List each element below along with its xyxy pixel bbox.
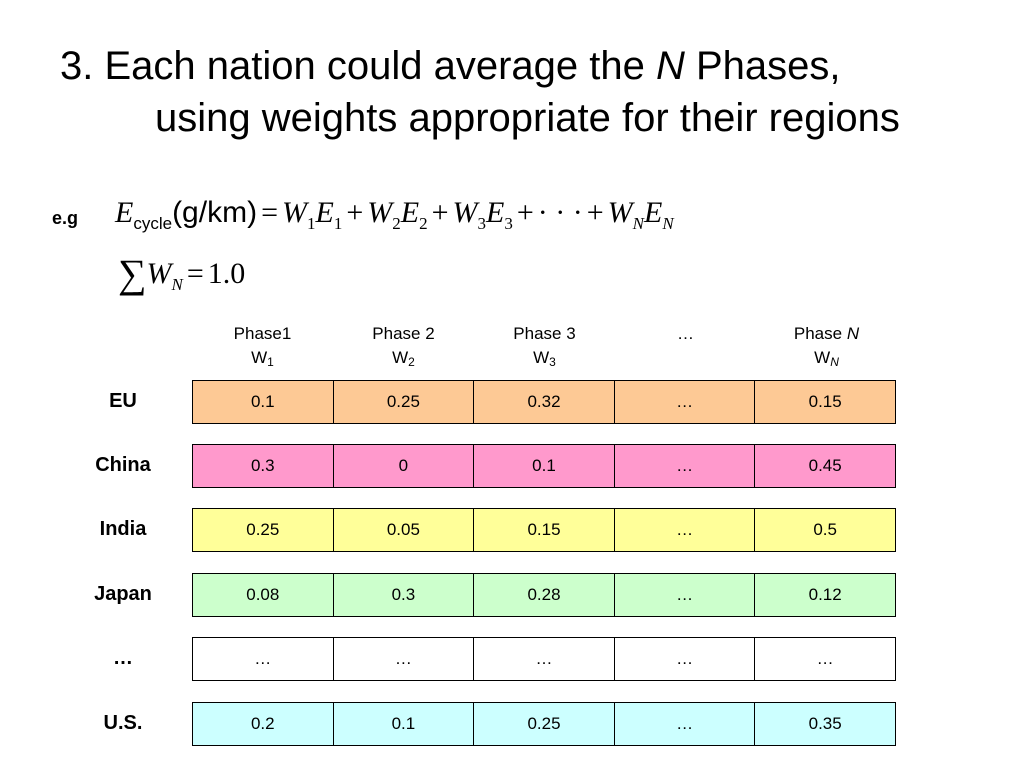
- table-row-japan: 0.08 0.3 0.28… 0.12: [192, 573, 896, 617]
- table-cell: 0.32: [473, 381, 614, 423]
- table-cell: …: [613, 574, 755, 616]
- column-header-phase-2: Phase 2 W2: [372, 324, 435, 369]
- table-cell: 0.15: [754, 381, 895, 423]
- table-row-eu: 0.1 0.25 0.32… 0.15: [192, 380, 896, 424]
- row-label-ellipsis: …: [113, 647, 133, 669]
- table-row-ellipsis: ……………: [192, 637, 896, 681]
- table-cell: 0: [332, 445, 474, 487]
- title-variable: N: [655, 44, 685, 88]
- title-line-1: 3. Each nation could average the N Phase…: [60, 44, 841, 88]
- table-row-u-s: 0.2 0.1 0.25… 0.35: [192, 702, 896, 746]
- table-cell: 0.3: [332, 574, 474, 616]
- table-cell: 0.28: [473, 574, 614, 616]
- table-cell: …: [473, 638, 614, 680]
- row-label-japan: Japan: [94, 583, 152, 605]
- table-cell: …: [754, 638, 895, 680]
- table-cell: …: [332, 638, 474, 680]
- table-cell: …: [613, 509, 755, 551]
- table-row-india: 0.25 0.05 0.15… 0.5: [192, 508, 896, 552]
- table-cell: …: [613, 445, 755, 487]
- row-label-india: India: [99, 518, 147, 540]
- table-row-china: 0.3 0 0.1… 0.45: [192, 444, 896, 488]
- table-cell: 0.45: [754, 445, 895, 487]
- column-header-phase-n: Phase N WN: [793, 324, 860, 369]
- table-cell: 0.2: [250, 714, 275, 733]
- row-label-china: China: [95, 454, 151, 476]
- table-cell: 0.3: [250, 456, 275, 475]
- table-cell: 0.25: [332, 381, 474, 423]
- title-line-2: using weights appropriate for their regi…: [155, 96, 900, 140]
- row-label-eu: EU: [109, 390, 137, 412]
- table-cell: 0.15: [473, 509, 614, 551]
- column-header-ellipsis: …: [677, 324, 694, 343]
- column-header-phase-1: Phase1 W1: [233, 324, 292, 369]
- row-label-u-s: U.S.: [103, 712, 143, 734]
- example-label: e.g: [52, 208, 79, 228]
- table-cell: 0.1: [473, 445, 614, 487]
- column-header-phase-3: Phase 3 W3: [513, 324, 576, 369]
- summation-icon: ∑: [118, 251, 147, 296]
- table-cell: …: [254, 649, 272, 668]
- table-cell: 0.05: [332, 509, 474, 551]
- table-cell: 0.12: [754, 574, 895, 616]
- table-cell: 0.25: [473, 703, 614, 745]
- table-cell: 0.08: [246, 585, 280, 604]
- weight-sum-equation: ∑WN = 1.0: [118, 251, 246, 296]
- table-cell: …: [613, 703, 755, 745]
- slide-title: 3. Each nation could average the N Phase…: [60, 40, 1020, 144]
- table-cell: …: [613, 638, 755, 680]
- table-cell: 0.1: [250, 392, 275, 411]
- cycle-equation: Ecycle(g/km) = W1E1 + W2E2 + W3E3 + · · · + WNEN: [115, 196, 674, 233]
- table-cell: 0.25: [246, 520, 280, 539]
- table-cell: 0.1: [332, 703, 474, 745]
- table-cell: …: [613, 381, 755, 423]
- table-cell: 0.5: [754, 509, 895, 551]
- table-cell: 0.35: [754, 703, 895, 745]
